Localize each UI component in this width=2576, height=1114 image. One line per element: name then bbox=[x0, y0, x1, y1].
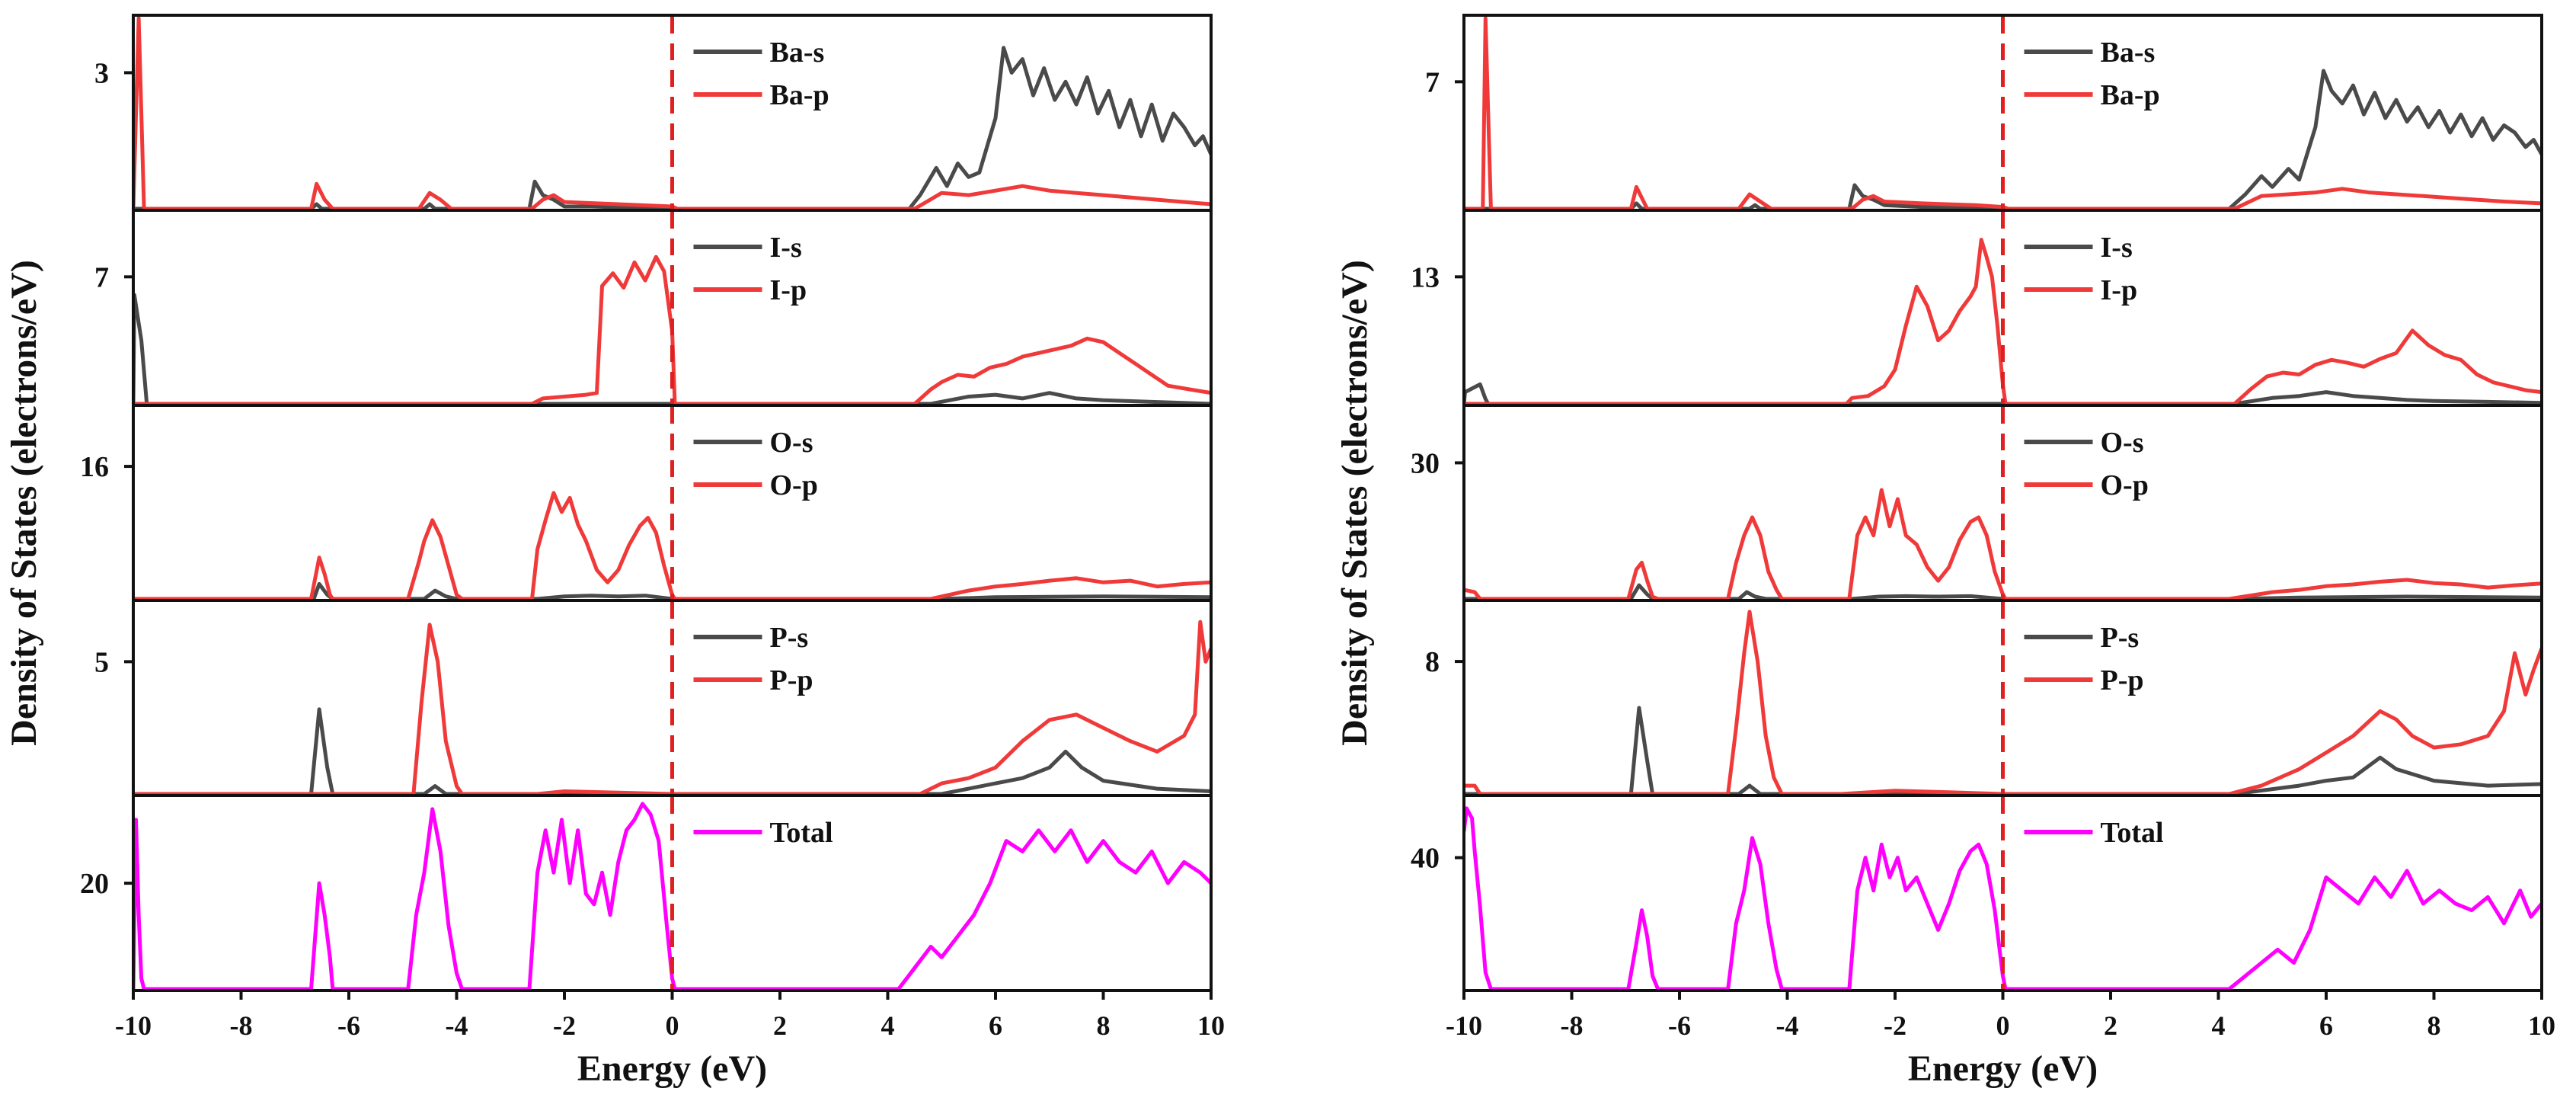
x-tick-label: -2 bbox=[553, 1010, 576, 1041]
x-tick-label: 2 bbox=[2104, 1010, 2117, 1041]
subplot-o: 16 O-s O-p bbox=[80, 404, 1213, 602]
x-tick-label: 6 bbox=[989, 1010, 1002, 1041]
legend-label-i-s: I-s bbox=[770, 232, 802, 264]
subplot-i: 7 I-s I-p bbox=[94, 209, 1213, 407]
series-line-i-p bbox=[133, 254, 1211, 405]
x-tick-label: 4 bbox=[2212, 1010, 2226, 1041]
x-tick-label: 8 bbox=[1097, 1010, 1111, 1041]
x-tick-label: 2 bbox=[773, 1010, 787, 1041]
x-tick-label: -6 bbox=[337, 1010, 360, 1041]
y-tick-label: 5 bbox=[94, 646, 109, 678]
y-tick-label: 40 bbox=[1411, 843, 1440, 875]
y-axis-label: Density of States (electrons/eV) bbox=[4, 260, 44, 746]
x-tick-label: 10 bbox=[2528, 1010, 2555, 1041]
y-tick-label: 20 bbox=[80, 868, 109, 900]
y-tick-label: 7 bbox=[1425, 66, 1440, 98]
legend-label-p-p: P-p bbox=[770, 664, 813, 696]
x-tick-label: 10 bbox=[1197, 1010, 1225, 1041]
legend-label-i-p: I-p bbox=[2101, 274, 2138, 306]
x-tick-label: -8 bbox=[1561, 1010, 1584, 1041]
series-line-ba-p bbox=[133, 16, 1211, 210]
x-tick-label: -2 bbox=[1884, 1010, 1906, 1041]
legend-label-ba-s: Ba-s bbox=[2101, 37, 2156, 69]
series-line-o-p bbox=[133, 491, 1211, 600]
legend-label-o-p: O-p bbox=[770, 469, 818, 501]
x-tick-label: 0 bbox=[1996, 1010, 2010, 1041]
y-axis-label: Density of States (electrons/eV) bbox=[1334, 260, 1375, 746]
x-axis-label: Energy (eV) bbox=[577, 1048, 767, 1089]
subplot-ba: 3 Ba-s Ba-p bbox=[94, 14, 1213, 212]
x-tick-label: -4 bbox=[1776, 1010, 1799, 1041]
legend-label-p-p: P-p bbox=[2101, 664, 2144, 696]
x-axis-label: Energy (eV) bbox=[1908, 1048, 2098, 1089]
subplot-i: 13 I-s I-p bbox=[1411, 209, 2543, 407]
subplot-total: 40 Total bbox=[1411, 794, 2543, 992]
x-tick-label: -10 bbox=[115, 1010, 152, 1041]
x-tick-label: 4 bbox=[881, 1010, 895, 1041]
legend-label-p-s: P-s bbox=[2101, 622, 2140, 654]
subplot-o: 30 O-s O-p bbox=[1411, 404, 2543, 602]
series-line-p-p bbox=[133, 619, 1211, 795]
legend-label-o-p: O-p bbox=[2101, 469, 2149, 501]
chart-panel-right: 7Ba-sBa-p13I-sI-p30O-sO-p8P-sP-p40Total-… bbox=[1334, 14, 2555, 1089]
subplot-total: 20 Total bbox=[80, 794, 1213, 992]
subplot-p: 5 P-s P-p bbox=[94, 599, 1213, 797]
y-tick-label: 8 bbox=[1425, 646, 1440, 678]
chart-panel-left: 3Ba-sBa-p7I-sI-p16O-sO-p5P-sP-p20Total-1… bbox=[4, 14, 1225, 1089]
legend-label-ba-p: Ba-p bbox=[770, 79, 829, 111]
legend-label-ba-p: Ba-p bbox=[2101, 79, 2160, 111]
legend-label-i-p: I-p bbox=[770, 274, 807, 306]
y-tick-label: 30 bbox=[1411, 447, 1440, 479]
legend-label-o-s: O-s bbox=[2101, 427, 2144, 459]
x-tick-label: -10 bbox=[1446, 1010, 1482, 1041]
subplot-p: 8 P-s P-p bbox=[1425, 599, 2543, 797]
x-tick-label: 8 bbox=[2427, 1010, 2441, 1041]
series-line-p-s bbox=[1464, 706, 2542, 795]
y-tick-label: 13 bbox=[1411, 261, 1440, 293]
legend-label-total: Total bbox=[770, 817, 833, 849]
x-tick-label: 6 bbox=[2319, 1010, 2333, 1041]
series-line-i-s bbox=[1464, 382, 2542, 405]
series-line-ba-p bbox=[1464, 16, 2542, 210]
x-tick-label: -4 bbox=[446, 1010, 468, 1041]
series-line-i-s bbox=[133, 293, 1211, 405]
series-line-total bbox=[1464, 806, 2542, 991]
subplot-ba: 7 Ba-s Ba-p bbox=[1425, 14, 2543, 212]
legend-label-p-s: P-s bbox=[770, 622, 809, 654]
legend-label-o-s: O-s bbox=[770, 427, 813, 459]
legend-label-i-s: I-s bbox=[2101, 232, 2133, 264]
legend-label-total: Total bbox=[2101, 817, 2164, 849]
legend-label-ba-s: Ba-s bbox=[770, 37, 825, 69]
y-tick-label: 16 bbox=[80, 451, 109, 483]
y-tick-label: 3 bbox=[94, 57, 109, 89]
x-tick-label: 0 bbox=[666, 1010, 679, 1041]
y-tick-label: 7 bbox=[94, 261, 109, 293]
x-tick-label: -8 bbox=[230, 1010, 253, 1041]
series-line-o-p bbox=[1464, 488, 2542, 600]
x-tick-label: -6 bbox=[1668, 1010, 1691, 1041]
